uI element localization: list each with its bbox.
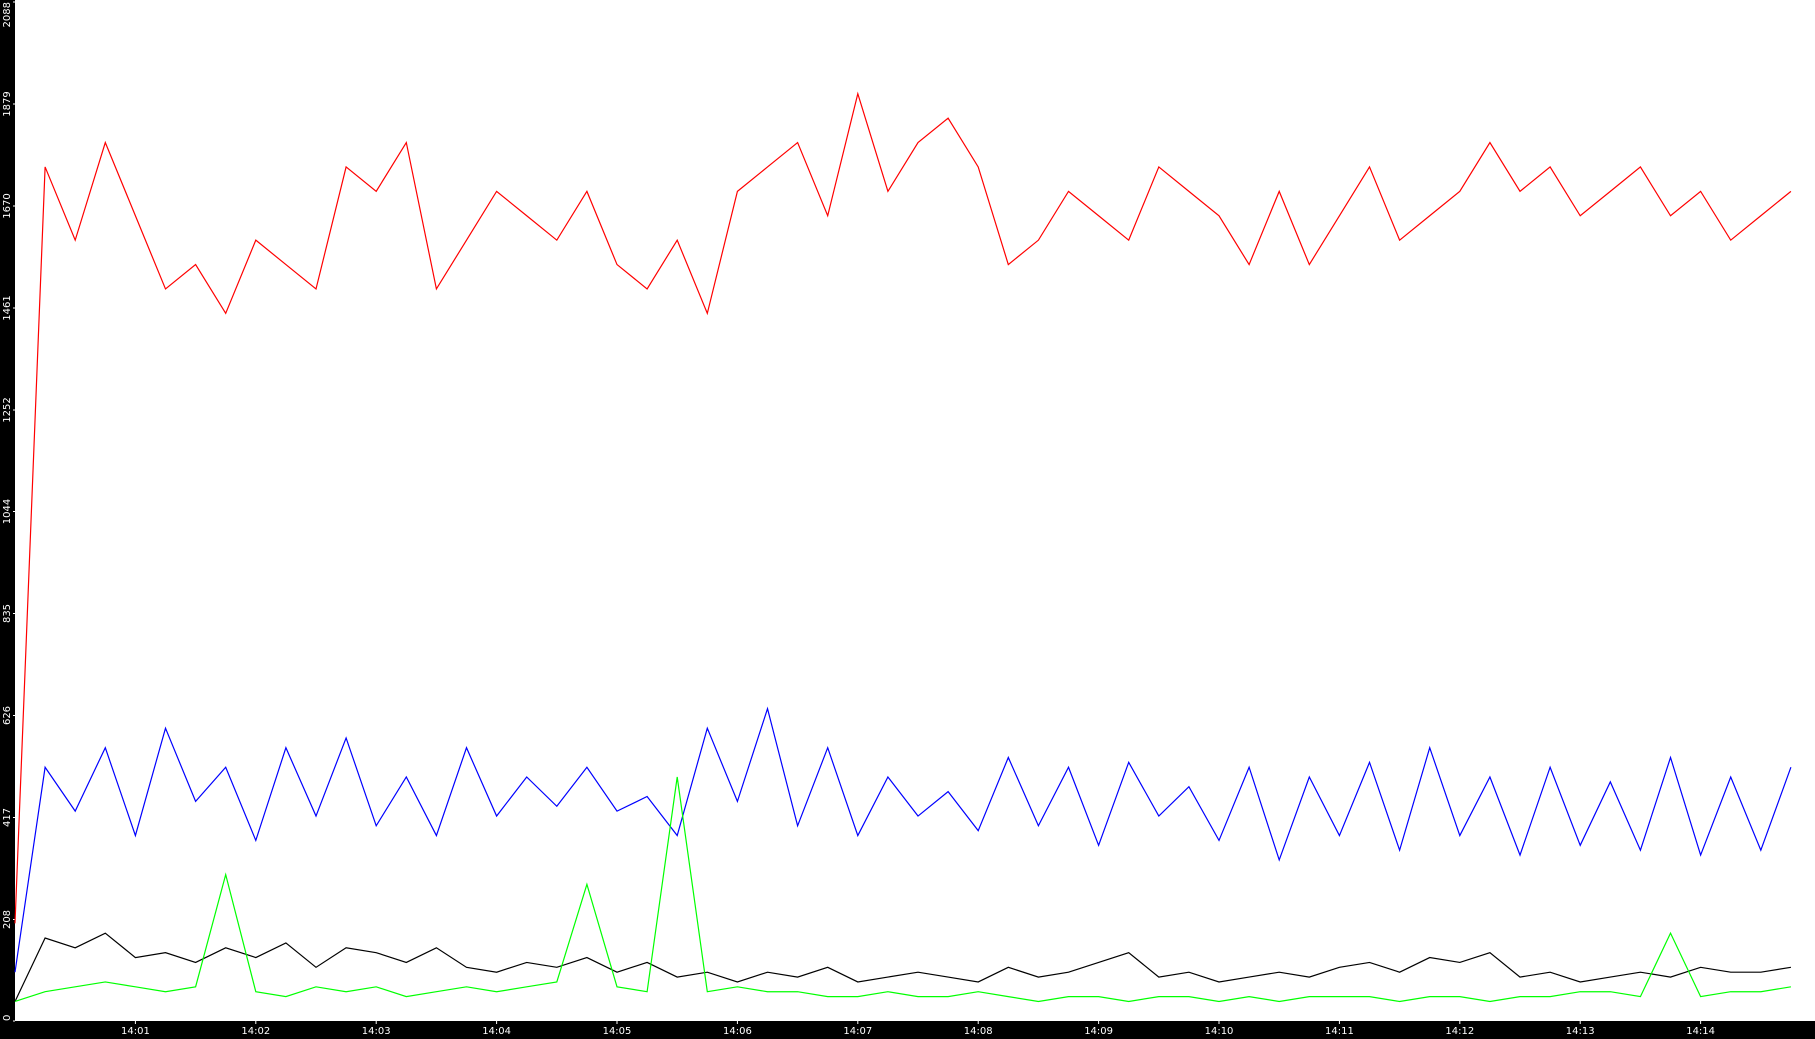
x-tick-label: 14:01 — [121, 1026, 150, 1037]
series-line — [14, 932, 1792, 1002]
y-tick-label: 626 — [2, 706, 13, 725]
x-tick-label: 14:04 — [482, 1026, 511, 1037]
x-tick-label: 14:11 — [1325, 1026, 1354, 1037]
y-tick-label: 0 — [2, 1015, 13, 1021]
x-tick-label: 14:06 — [723, 1026, 752, 1037]
y-axis-bar — [0, 0, 15, 1039]
y-tick-label: 208 — [2, 910, 13, 929]
x-tick-label: 14:02 — [241, 1026, 270, 1037]
y-tick-label: 2088 — [2, 2, 13, 27]
y-tick-label: 1252 — [2, 397, 13, 422]
series-line — [14, 706, 1792, 973]
x-tick-label: 14:09 — [1084, 1026, 1113, 1037]
x-tick-label: 14:05 — [603, 1026, 632, 1037]
y-tick-label: 1461 — [2, 295, 13, 320]
y-tick-label: 417 — [2, 808, 13, 827]
series-line — [14, 91, 1792, 924]
y-tick-label: 1044 — [2, 499, 13, 524]
x-tick-label: 14:08 — [964, 1026, 993, 1037]
x-axis-bar — [0, 1021, 1815, 1039]
series-line — [14, 776, 1792, 1003]
x-tick-label: 14:07 — [843, 1026, 872, 1037]
y-tick-label: 1670 — [2, 193, 13, 218]
y-tick-label: 835 — [2, 604, 13, 623]
x-tick-label: 14:14 — [1686, 1026, 1715, 1037]
x-tick-label: 14:12 — [1445, 1026, 1474, 1037]
x-tick-label: 14:10 — [1205, 1026, 1234, 1037]
x-tick-label: 14:13 — [1566, 1026, 1595, 1037]
x-tick-label: 14:03 — [362, 1026, 391, 1037]
y-tick-label: 1879 — [2, 91, 13, 116]
